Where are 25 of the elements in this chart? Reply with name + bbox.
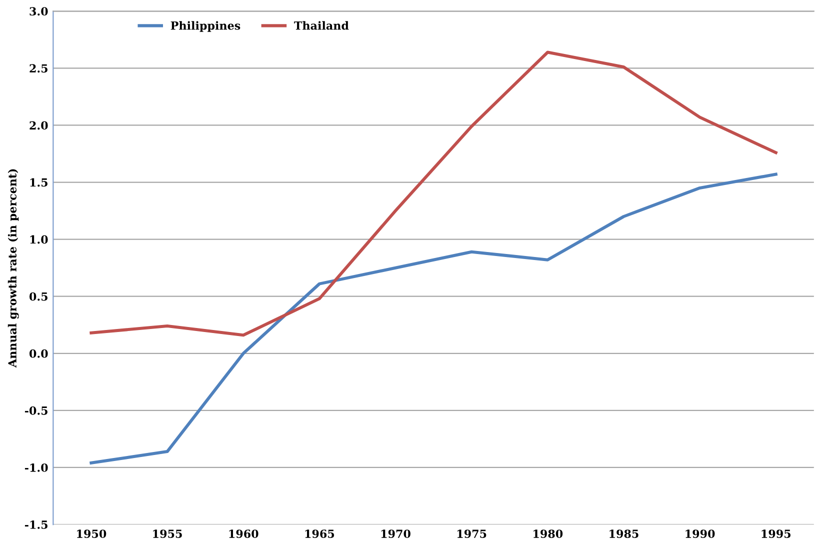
x-tick-label: 1955 [153, 530, 182, 538]
y-tick-label: 2.5 [30, 64, 48, 73]
line-series [90, 172, 778, 464]
x-tick-label: 1995 [762, 530, 790, 538]
x-tick-label: 1950 [77, 530, 106, 538]
y-tick-label: 1.0 [30, 235, 48, 244]
x-tick-label: 1980 [534, 530, 563, 538]
y-tick-label: 2.0 [30, 121, 48, 130]
x-tick-label: 1985 [610, 530, 638, 538]
y-tick-label: -1.5 [24, 520, 48, 529]
y-tick-label: 0.5 [30, 292, 48, 301]
legend-label: Thailand [294, 21, 349, 30]
x-tick-label: 1965 [305, 530, 334, 538]
x-tick-label: 1960 [229, 530, 258, 538]
y-tick-label: 0.0 [30, 349, 48, 358]
x-tick-label: 1970 [381, 530, 410, 538]
x-tick-label: 1975 [457, 530, 486, 538]
line-series [90, 50, 778, 337]
y-axis-title: Annual growth rate (in percent) [8, 169, 19, 368]
x-tick-label: 1990 [686, 530, 715, 538]
y-tick-label: 3.0 [30, 7, 48, 16]
legend-label: Philippines [170, 21, 240, 32]
y-tick-label: 1.5 [30, 178, 48, 187]
y-tick-label: -1.0 [24, 463, 48, 472]
y-tick-label: -0.5 [24, 406, 48, 415]
